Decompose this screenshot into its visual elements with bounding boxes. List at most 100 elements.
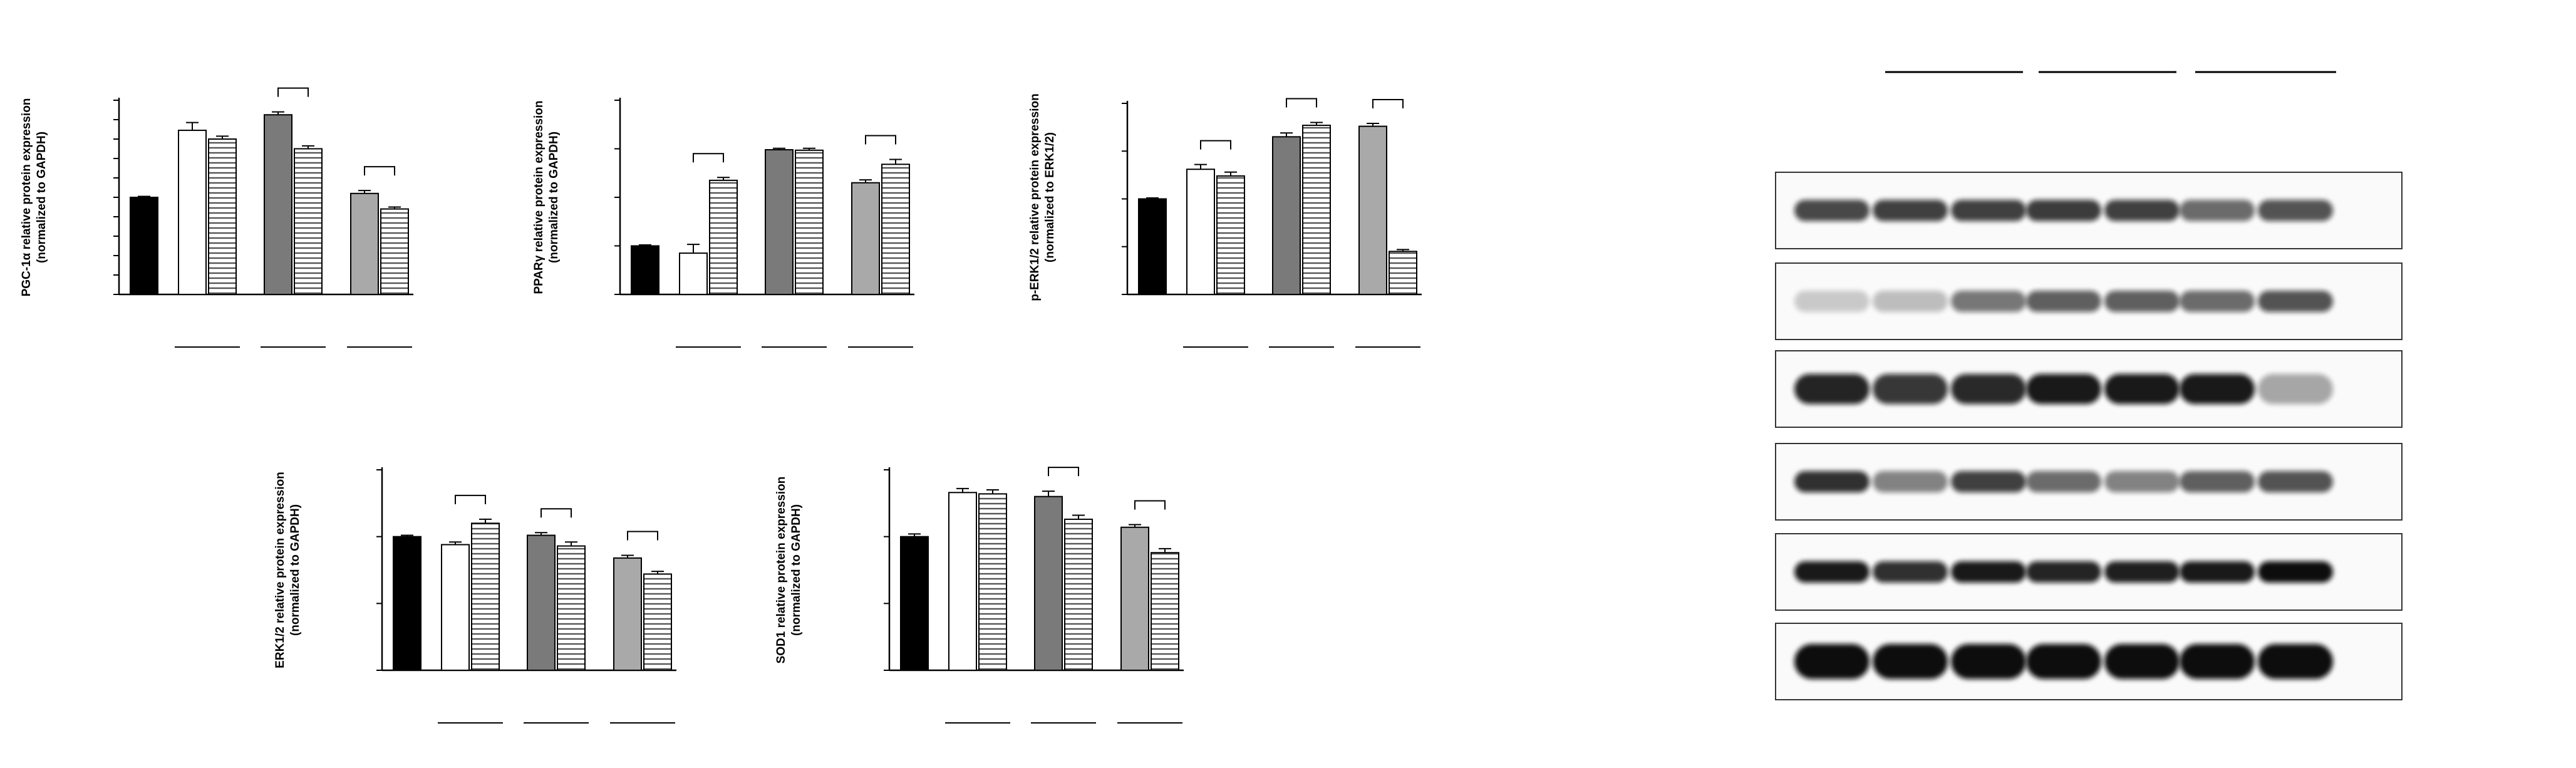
significance-bracket: [1200, 140, 1231, 150]
bar: [900, 536, 929, 672]
blot-band: [1951, 644, 2026, 679]
bar: [393, 536, 422, 672]
blot-band: [2258, 471, 2333, 492]
significance-bracket: [364, 166, 395, 176]
blot-band: [1794, 644, 1870, 679]
bar: [643, 573, 672, 672]
bar: [380, 208, 409, 295]
bar: [709, 179, 738, 295]
bar: [441, 544, 470, 672]
blot-band: [2026, 291, 2101, 312]
blot-band: [2180, 561, 2255, 583]
blot-band: [2104, 561, 2180, 583]
bar: [795, 149, 824, 295]
blot-band: [2026, 644, 2101, 679]
chart-panel-3: p-ERK1/2 relative protein expression (nor…: [1028, 93, 1422, 348]
bar: [208, 138, 237, 295]
bar: [264, 114, 292, 295]
bar: [948, 492, 977, 671]
blot-band: [2026, 200, 2101, 221]
y-axis-label-line: (normalized to GAPDH): [35, 132, 48, 263]
blot-band: [2026, 374, 2101, 404]
blot-band: [2258, 200, 2333, 221]
bar: [1120, 526, 1149, 671]
significance-bracket: [1048, 467, 1079, 477]
blot-band: [2104, 291, 2180, 312]
chart-panel-1: PGC-1α relative protein expression (norma…: [20, 87, 413, 348]
bar: [1151, 552, 1179, 671]
bar: [527, 534, 556, 671]
blot-band: [2104, 374, 2180, 404]
y-axis-label: PGC-1α relative protein expression (norma…: [20, 98, 48, 297]
chart-panel-4: ERK1/2 relative protein expression (norma…: [274, 467, 676, 724]
blot-band: [2180, 200, 2255, 221]
blot-band: [2104, 471, 2180, 492]
bar: [1138, 198, 1167, 295]
significance-bracket: [627, 531, 658, 541]
blot-band: [2180, 291, 2255, 312]
y-axis-label: PPARγ relative protein expression (normal…: [532, 100, 561, 294]
bar: [613, 557, 642, 671]
blot-band: [1873, 561, 1948, 583]
blot-band: [2258, 644, 2333, 679]
significance-bracket: [693, 153, 724, 163]
bar: [1389, 251, 1417, 295]
bar: [1302, 125, 1331, 295]
y-axis-label-line: PGC-1α relative protein expression: [20, 98, 33, 297]
western-blot: [1775, 71, 2403, 700]
blot-band: [2258, 561, 2333, 583]
blot-band: [2026, 561, 2101, 583]
y-axis-label-line: PPARγ relative protein expression: [532, 100, 546, 294]
bar: [679, 252, 708, 295]
bar: [851, 182, 880, 295]
blot-band: [2258, 374, 2333, 404]
blot-band: [1794, 561, 1870, 583]
y-axis-label: SOD1 relative protein expression (normali…: [775, 477, 803, 664]
bar: [1034, 496, 1063, 672]
bar: [557, 545, 586, 671]
blot-band: [1951, 561, 2026, 583]
y-axis-label-line: (normalized to ERK1/2): [1043, 132, 1057, 262]
blot-band: [1794, 291, 1870, 312]
blot-band: [1951, 374, 2026, 404]
significance-bracket: [1286, 98, 1317, 108]
bar: [765, 149, 794, 295]
blot-band: [1794, 374, 1870, 404]
blot-band: [2258, 291, 2333, 312]
blot-band: [1873, 200, 1948, 221]
blot-band: [1794, 200, 1870, 221]
bar-charts: PGC-1α relative protein expression (norma…: [20, 87, 1422, 724]
bar: [130, 197, 158, 295]
bar: [471, 522, 500, 671]
y-axis-label-line: (normalized to GAPDH): [790, 504, 803, 636]
bar: [178, 130, 207, 296]
y-axis-label-line: ERK1/2 relative protein expression: [274, 472, 287, 668]
significance-bracket: [1372, 99, 1404, 109]
significance-bracket: [1134, 500, 1166, 510]
blot-band: [2180, 471, 2255, 492]
bar: [294, 148, 323, 295]
significance-bracket: [865, 135, 896, 145]
y-axis-label-line: (normalized to GAPDH): [547, 132, 561, 263]
significance-bracket: [455, 494, 486, 504]
blot-band: [1873, 291, 1948, 312]
blot-band: [1873, 471, 1948, 492]
blot-band: [2026, 471, 2101, 492]
bar: [1272, 136, 1301, 295]
bar: [881, 163, 910, 295]
bar: [1216, 175, 1245, 295]
blot-band: [1873, 644, 1948, 679]
y-axis-label-line: SOD1 relative protein expression: [775, 477, 788, 664]
chart-panel-2: PPARγ relative protein expression (normal…: [532, 98, 914, 348]
blot-band: [1794, 471, 1870, 492]
blot-band: [1951, 471, 2026, 492]
bar: [1064, 518, 1093, 672]
y-axis-label: ERK1/2 relative protein expression (norma…: [274, 472, 302, 668]
blot-band: [1951, 200, 2026, 221]
blot-band: [1951, 291, 2026, 312]
chart-panel-5: SOD1 relative protein expression (normali…: [775, 467, 1184, 724]
blot-band: [2104, 644, 2180, 679]
significance-bracket: [541, 508, 572, 518]
y-axis-label: p-ERK1/2 relative protein expression (nor…: [1028, 93, 1057, 301]
